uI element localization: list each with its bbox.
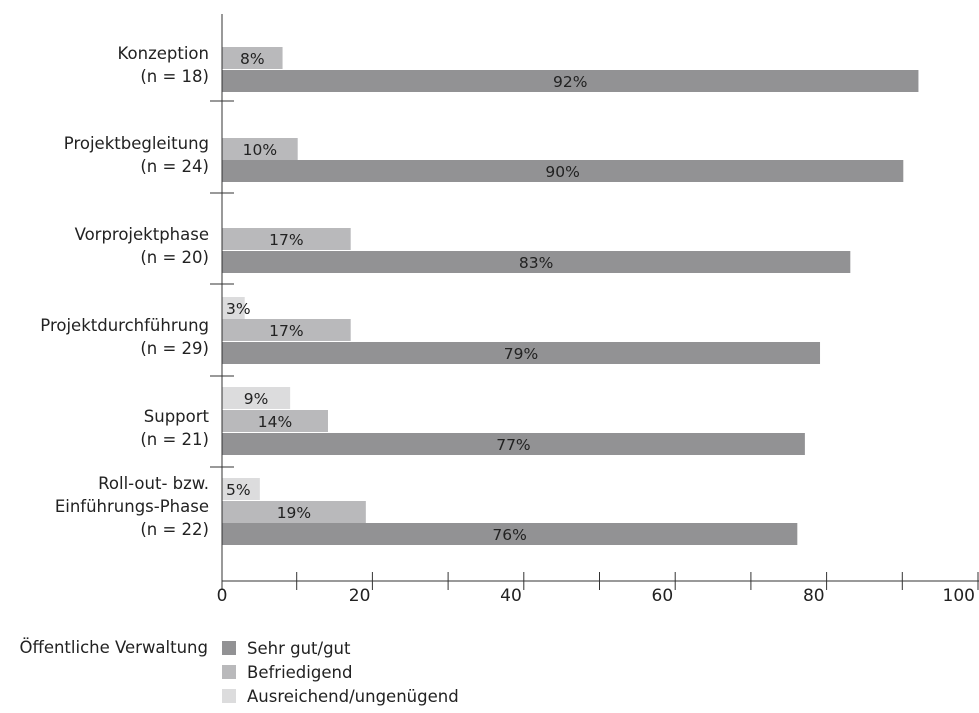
legend-swatch-1 xyxy=(222,665,236,679)
category-label-3-0: Projektdurchführung xyxy=(40,316,209,335)
legend-title: Öffentliche Verwaltung xyxy=(19,638,208,657)
bar-ausreichend-4 xyxy=(222,387,291,409)
category-label-4-0: Support xyxy=(144,407,210,426)
data-label-2-5: 5% xyxy=(226,481,251,499)
category-label-4-1: (n = 21) xyxy=(140,430,209,449)
data-label-1-2: 17% xyxy=(269,231,303,249)
x-tick-label-20: 20 xyxy=(349,586,371,606)
bar-ausreichend-5 xyxy=(222,478,260,500)
bar-befriedigend-3 xyxy=(222,319,351,341)
category-label-0-1: (n = 18) xyxy=(140,67,209,86)
bar-befriedigend-5 xyxy=(222,501,366,523)
bar-befriedigend-4 xyxy=(222,410,328,432)
bar-sehr-gut-2 xyxy=(222,251,851,273)
category-label-1-1: (n = 24) xyxy=(140,157,209,176)
legend-label-2: Ausreichend/ungenügend xyxy=(247,687,459,706)
category-label-3-1: (n = 29) xyxy=(140,339,209,358)
bar-sehr-gut-5 xyxy=(222,523,798,545)
data-label-0-0: 92% xyxy=(553,73,587,91)
data-label-1-5: 19% xyxy=(277,504,311,522)
data-label-2-4: 9% xyxy=(244,390,269,408)
bar-sehr-gut-3 xyxy=(222,342,821,364)
data-label-1-4: 14% xyxy=(258,413,292,431)
data-label-0-3: 79% xyxy=(504,345,538,363)
data-label-1-0: 8% xyxy=(240,50,265,68)
legend-swatch-0 xyxy=(222,641,236,655)
data-label-0-2: 83% xyxy=(519,254,553,272)
x-tick-label-0: 0 xyxy=(217,586,228,606)
legend-swatch-2 xyxy=(222,689,236,703)
x-tick-label-80: 80 xyxy=(803,586,825,606)
bar-sehr-gut-1 xyxy=(222,160,904,182)
legend-label-1: Befriedigend xyxy=(247,663,352,682)
bar-befriedigend-1 xyxy=(222,138,298,160)
bar-befriedigend-0 xyxy=(222,47,283,69)
category-label-5-1: Einführungs-Phase xyxy=(55,497,209,516)
category-label-5-2: (n = 22) xyxy=(140,520,209,539)
category-label-1-0: Projektbegleitung xyxy=(64,134,209,153)
bar-ausreichend-3 xyxy=(222,297,245,319)
bar-sehr-gut-0 xyxy=(222,70,919,92)
x-tick-label-100: 100 xyxy=(943,586,975,606)
x-tick-label-40: 40 xyxy=(500,586,522,606)
data-label-0-4: 77% xyxy=(496,436,530,454)
bar-sehr-gut-4 xyxy=(222,433,805,455)
category-label-0-0: Konzeption xyxy=(118,44,209,63)
category-label-2-0: Vorprojektphase xyxy=(75,225,209,244)
data-label-0-1: 90% xyxy=(545,163,579,181)
data-label-0-5: 76% xyxy=(492,526,526,544)
bar-befriedigend-2 xyxy=(222,228,351,250)
category-label-2-1: (n = 20) xyxy=(140,248,209,267)
category-label-5-0: Roll-out- bzw. xyxy=(98,474,209,493)
data-label-1-3: 17% xyxy=(269,322,303,340)
x-tick-label-60: 60 xyxy=(652,586,674,606)
data-label-1-1: 10% xyxy=(243,141,277,159)
legend-label-0: Sehr gut/gut xyxy=(247,639,351,658)
data-label-2-3: 3% xyxy=(226,300,251,318)
